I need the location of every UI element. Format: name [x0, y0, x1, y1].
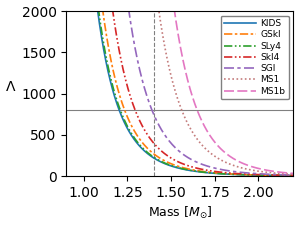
Line: GSkI: GSkI — [102, 7, 299, 176]
GSkI — [100, 6, 104, 9]
SkI4 — [135, 112, 138, 114]
Legend: KIDS, GSkI, SLy4, SkI4, SGI, MS1, MS1b: KIDS, GSkI, SLy4, SkI4, SGI, MS1, MS1b — [221, 16, 289, 99]
SLy4 — [289, 174, 293, 177]
KIDS — [233, 173, 237, 176]
Line: MS1: MS1 — [158, 7, 299, 175]
GSkI — [273, 174, 276, 177]
MS1 — [204, 148, 208, 150]
MS1b — [278, 171, 282, 173]
GSkI — [297, 174, 299, 177]
SLy4 — [284, 174, 287, 177]
Y-axis label: Λ: Λ — [6, 79, 15, 94]
SLy4 — [203, 171, 206, 174]
MS1 — [157, 6, 160, 9]
MS1b — [173, 9, 176, 12]
KIDS — [151, 156, 154, 158]
KIDS — [106, 69, 110, 72]
MS1 — [296, 173, 299, 176]
SkI4 — [261, 173, 265, 176]
GSkI — [257, 174, 260, 176]
KIDS — [284, 174, 287, 177]
MS1 — [166, 59, 169, 62]
SkI4 — [295, 174, 298, 177]
Line: KIDS: KIDS — [97, 8, 299, 176]
KIDS — [95, 7, 99, 9]
GSkI — [252, 173, 256, 176]
SkI4 — [118, 51, 121, 54]
KIDS — [284, 174, 288, 177]
SLy4 — [97, 6, 100, 9]
MS1 — [271, 172, 275, 174]
SGI — [214, 167, 218, 170]
SkI4 — [176, 160, 180, 163]
Line: MS1b: MS1b — [174, 7, 299, 174]
SLy4 — [296, 174, 299, 177]
MS1b — [265, 169, 268, 172]
Line: SkI4: SkI4 — [112, 8, 299, 175]
GSkI — [275, 174, 279, 177]
MS1b — [172, 6, 176, 9]
SGI — [127, 6, 130, 9]
MS1 — [291, 173, 295, 176]
MS1b — [219, 148, 223, 150]
SGI — [283, 173, 286, 176]
MS1b — [277, 171, 281, 173]
SGI — [227, 169, 231, 172]
SkI4 — [241, 173, 245, 175]
MS1 — [184, 117, 187, 120]
SkI4 — [111, 7, 114, 10]
Line: SGI: SGI — [129, 8, 299, 175]
SGI — [145, 95, 149, 98]
KIDS — [149, 155, 152, 157]
X-axis label: Mass [$M_{\odot}$]: Mass [$M_{\odot}$] — [147, 205, 212, 222]
SGI — [225, 169, 228, 172]
Line: SLy4: SLy4 — [98, 8, 299, 176]
MS1b — [291, 172, 295, 175]
SLy4 — [110, 83, 114, 85]
GSkI — [285, 174, 289, 177]
SLy4 — [248, 174, 251, 176]
SGI — [191, 159, 195, 162]
